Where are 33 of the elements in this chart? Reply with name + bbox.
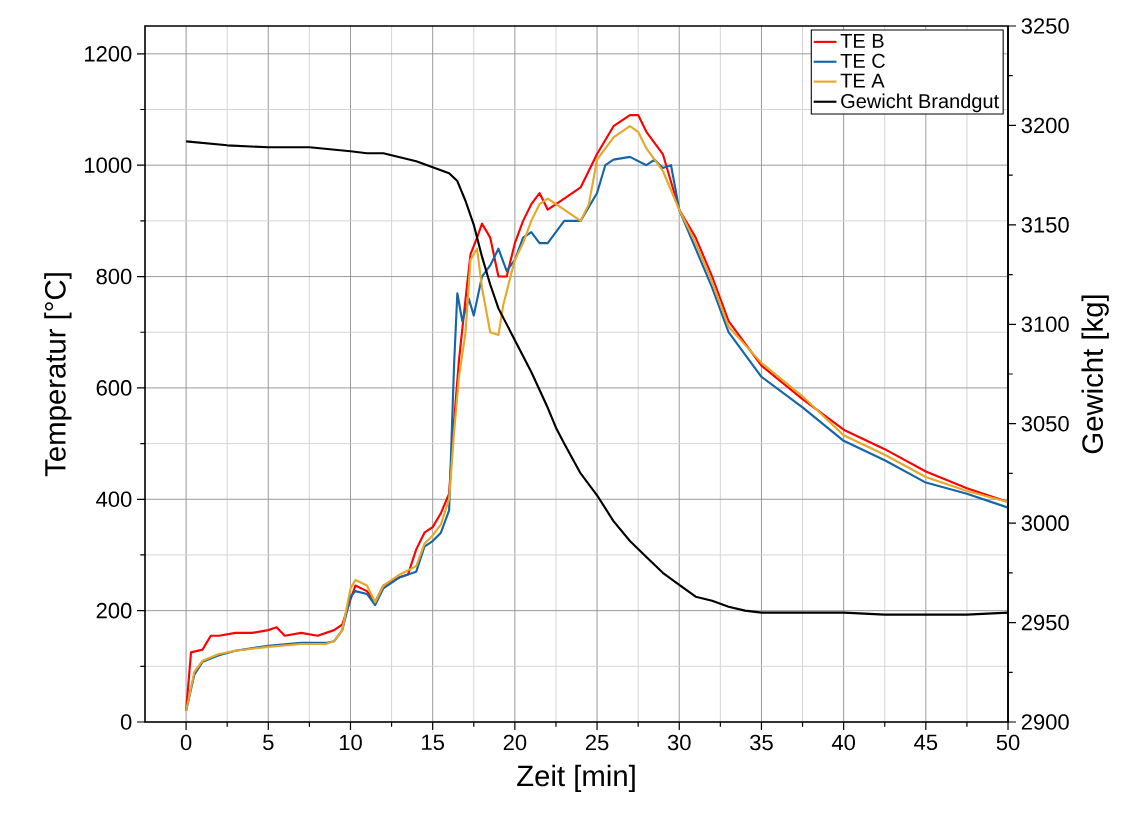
y2-tick-label: 2900 <box>1021 714 1069 730</box>
x-tick-label: 45 <box>914 734 938 751</box>
legend-label: TE B <box>840 34 884 48</box>
x-tick-label: 40 <box>831 734 855 751</box>
y2-tick-label: 2950 <box>1021 614 1069 631</box>
x-tick-label: 35 <box>750 734 773 751</box>
x-tick-label: 20 <box>503 734 527 751</box>
y-axis-title: Temperatur [°C] <box>44 273 72 477</box>
legend-label: TE A <box>840 73 885 88</box>
y-tick-label: 200 <box>96 602 132 619</box>
y2-axis-title: Gewicht [kg] <box>1081 295 1109 454</box>
y-tick-label: 800 <box>96 268 132 285</box>
x-tick-label: 25 <box>585 734 609 751</box>
y2-tick-label: 3150 <box>1021 217 1069 233</box>
y2-tick-label: 3200 <box>1021 117 1069 134</box>
legend-label: Gewicht Brandgut <box>841 93 999 113</box>
y2-tick-label: 3000 <box>1021 515 1069 531</box>
x-tick-label: 5 <box>263 734 274 751</box>
y-tick-label: 1200 <box>85 46 132 62</box>
y-tick-label: 1000 <box>85 157 132 173</box>
y2-tick-label: 3100 <box>1021 316 1069 333</box>
x-tick-label: 15 <box>422 734 444 751</box>
y-tick-label: 600 <box>96 380 132 396</box>
y-tick-label: 0 <box>120 714 132 730</box>
x-tick-label: 10 <box>339 734 362 751</box>
x-axis-title: Zeit [min] <box>517 764 635 793</box>
legend-label: TE C <box>840 53 885 68</box>
y-tick-label: 400 <box>96 491 132 508</box>
y2-tick-label: 3050 <box>1021 415 1069 432</box>
x-tick-label: 0 <box>180 734 192 751</box>
y2-tick-label: 3250 <box>1021 18 1069 34</box>
x-tick-label: 30 <box>667 734 691 751</box>
x-tick-label: 50 <box>996 734 1020 751</box>
